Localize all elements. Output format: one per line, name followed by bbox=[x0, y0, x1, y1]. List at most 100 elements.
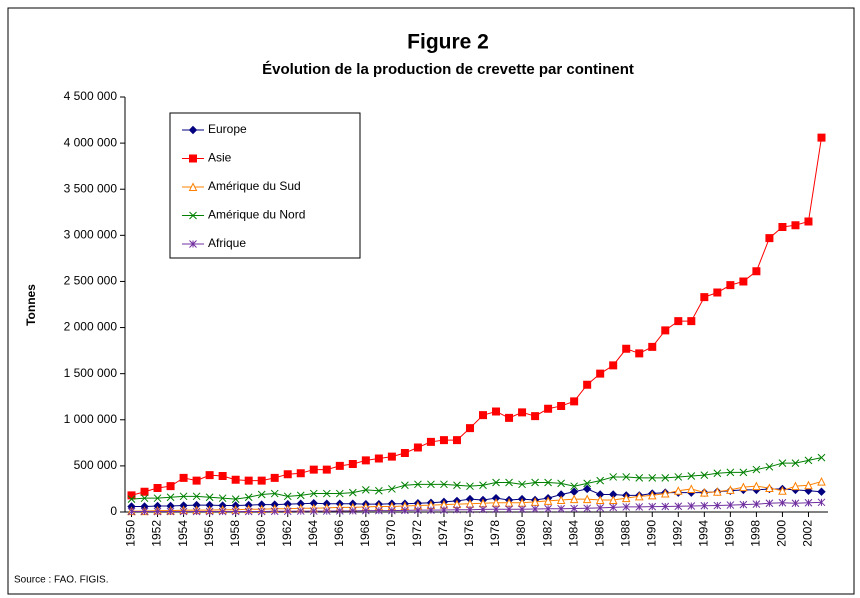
marker bbox=[609, 361, 618, 370]
x-tick-label: 1970 bbox=[384, 520, 398, 547]
marker bbox=[791, 499, 800, 508]
marker bbox=[648, 342, 657, 351]
marker bbox=[492, 478, 500, 487]
x-tick-label: 1992 bbox=[670, 520, 684, 547]
marker bbox=[296, 469, 305, 478]
marker bbox=[479, 505, 487, 514]
marker bbox=[752, 500, 761, 509]
marker bbox=[635, 503, 644, 511]
x-tick-label: 1986 bbox=[592, 520, 606, 547]
x-tick-label: 1996 bbox=[723, 520, 737, 547]
marker bbox=[608, 495, 618, 505]
marker bbox=[218, 472, 227, 481]
marker bbox=[140, 487, 149, 496]
marker bbox=[518, 408, 527, 417]
marker bbox=[322, 489, 331, 498]
marker bbox=[427, 480, 435, 489]
x-tick-label: 1984 bbox=[566, 520, 580, 547]
marker bbox=[660, 488, 670, 498]
marker bbox=[635, 474, 644, 482]
marker bbox=[426, 437, 435, 446]
marker bbox=[348, 488, 357, 497]
marker bbox=[335, 507, 344, 515]
marker bbox=[153, 484, 162, 493]
marker bbox=[673, 486, 683, 495]
legend-label: Asie bbox=[208, 151, 232, 165]
marker bbox=[609, 473, 618, 481]
marker bbox=[401, 481, 409, 490]
marker bbox=[557, 479, 565, 488]
legend-label: Amérique du Sud bbox=[208, 179, 301, 193]
marker bbox=[439, 436, 448, 445]
marker bbox=[479, 481, 487, 490]
marker bbox=[817, 498, 826, 507]
marker bbox=[257, 476, 266, 485]
marker bbox=[765, 234, 774, 243]
marker bbox=[817, 476, 826, 486]
marker bbox=[492, 505, 500, 514]
marker bbox=[713, 288, 722, 297]
marker bbox=[440, 480, 448, 489]
marker bbox=[492, 407, 501, 416]
marker bbox=[713, 501, 722, 510]
marker bbox=[388, 485, 396, 493]
marker bbox=[739, 500, 748, 509]
marker bbox=[557, 401, 566, 410]
marker bbox=[726, 501, 735, 509]
marker bbox=[804, 498, 813, 507]
marker bbox=[270, 489, 279, 498]
series-line bbox=[131, 457, 822, 500]
marker bbox=[570, 504, 578, 513]
marker bbox=[622, 473, 631, 481]
marker bbox=[401, 506, 409, 515]
marker bbox=[583, 504, 592, 513]
marker bbox=[544, 404, 553, 413]
marker bbox=[700, 488, 709, 497]
marker bbox=[596, 369, 605, 378]
marker bbox=[179, 507, 188, 516]
marker bbox=[296, 507, 305, 515]
x-tick-label: 1998 bbox=[749, 520, 763, 547]
marker bbox=[205, 471, 214, 480]
marker bbox=[544, 504, 552, 513]
marker bbox=[283, 492, 292, 501]
legend-label: Afrique bbox=[208, 236, 246, 250]
y-tick-label: 4 500 000 bbox=[64, 89, 118, 103]
marker bbox=[713, 487, 722, 496]
marker bbox=[804, 456, 813, 465]
marker bbox=[622, 344, 631, 353]
marker bbox=[556, 495, 566, 505]
x-tick-label: 1962 bbox=[280, 520, 294, 547]
marker bbox=[231, 507, 240, 516]
marker bbox=[518, 480, 526, 489]
marker bbox=[218, 507, 227, 516]
y-tick-label: 1 000 000 bbox=[64, 412, 118, 426]
marker bbox=[375, 486, 383, 495]
marker bbox=[466, 482, 474, 491]
marker bbox=[192, 507, 201, 516]
marker bbox=[192, 492, 201, 501]
marker bbox=[309, 465, 318, 474]
marker bbox=[348, 507, 357, 515]
marker bbox=[583, 479, 592, 488]
x-tick-label: 1978 bbox=[488, 520, 502, 547]
marker bbox=[309, 507, 318, 515]
marker bbox=[531, 505, 539, 513]
marker bbox=[557, 504, 565, 513]
marker bbox=[661, 326, 670, 335]
marker bbox=[661, 502, 670, 511]
marker bbox=[166, 482, 175, 491]
marker bbox=[348, 460, 357, 469]
marker bbox=[140, 507, 149, 516]
x-tick-label: 1950 bbox=[124, 520, 138, 547]
marker bbox=[244, 507, 253, 516]
marker bbox=[700, 501, 709, 510]
x-tick-label: 1964 bbox=[306, 520, 320, 547]
marker bbox=[752, 267, 761, 276]
marker bbox=[453, 505, 461, 514]
frame bbox=[7, 7, 855, 595]
marker bbox=[127, 507, 136, 516]
marker bbox=[791, 481, 800, 491]
marker bbox=[244, 493, 253, 502]
